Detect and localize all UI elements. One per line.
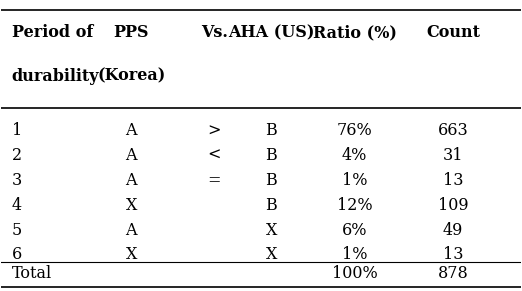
Text: 49: 49 xyxy=(443,221,464,239)
Text: A: A xyxy=(125,123,137,139)
Text: 76%: 76% xyxy=(337,123,372,139)
Text: 3: 3 xyxy=(12,172,22,189)
Text: 1%: 1% xyxy=(342,172,367,189)
Text: 5: 5 xyxy=(12,221,22,239)
Text: A: A xyxy=(125,147,137,164)
Text: 663: 663 xyxy=(438,123,468,139)
Text: (Korea): (Korea) xyxy=(97,68,165,85)
Text: durability: durability xyxy=(12,68,99,85)
Text: Vs.: Vs. xyxy=(201,24,228,41)
Text: A: A xyxy=(125,221,137,239)
Text: AHA (US): AHA (US) xyxy=(228,24,315,41)
Text: Period of: Period of xyxy=(12,24,93,41)
Text: >: > xyxy=(208,123,221,139)
Text: B: B xyxy=(266,123,277,139)
Text: 100%: 100% xyxy=(331,265,377,282)
Text: PPS: PPS xyxy=(113,24,149,41)
Text: 12%: 12% xyxy=(337,197,372,214)
Text: 878: 878 xyxy=(438,265,468,282)
Text: <: < xyxy=(208,147,221,164)
Text: B: B xyxy=(266,147,277,164)
Text: X: X xyxy=(266,221,277,239)
Text: Total: Total xyxy=(12,265,52,282)
Text: X: X xyxy=(125,197,137,214)
Text: 6%: 6% xyxy=(342,221,367,239)
Text: X: X xyxy=(125,246,137,263)
Text: B: B xyxy=(266,197,277,214)
Text: 13: 13 xyxy=(443,246,464,263)
Text: 13: 13 xyxy=(443,172,464,189)
Text: =: = xyxy=(208,172,221,189)
Text: B: B xyxy=(266,172,277,189)
Text: 31: 31 xyxy=(443,147,464,164)
Text: 4: 4 xyxy=(12,197,22,214)
Text: 1%: 1% xyxy=(342,246,367,263)
Text: Count: Count xyxy=(426,24,480,41)
Text: 6: 6 xyxy=(12,246,22,263)
Text: 109: 109 xyxy=(438,197,468,214)
Text: 2: 2 xyxy=(12,147,22,164)
Text: Ratio (%): Ratio (%) xyxy=(313,24,396,41)
Text: A: A xyxy=(125,172,137,189)
Text: 1: 1 xyxy=(12,123,22,139)
Text: X: X xyxy=(266,246,277,263)
Text: 4%: 4% xyxy=(342,147,367,164)
